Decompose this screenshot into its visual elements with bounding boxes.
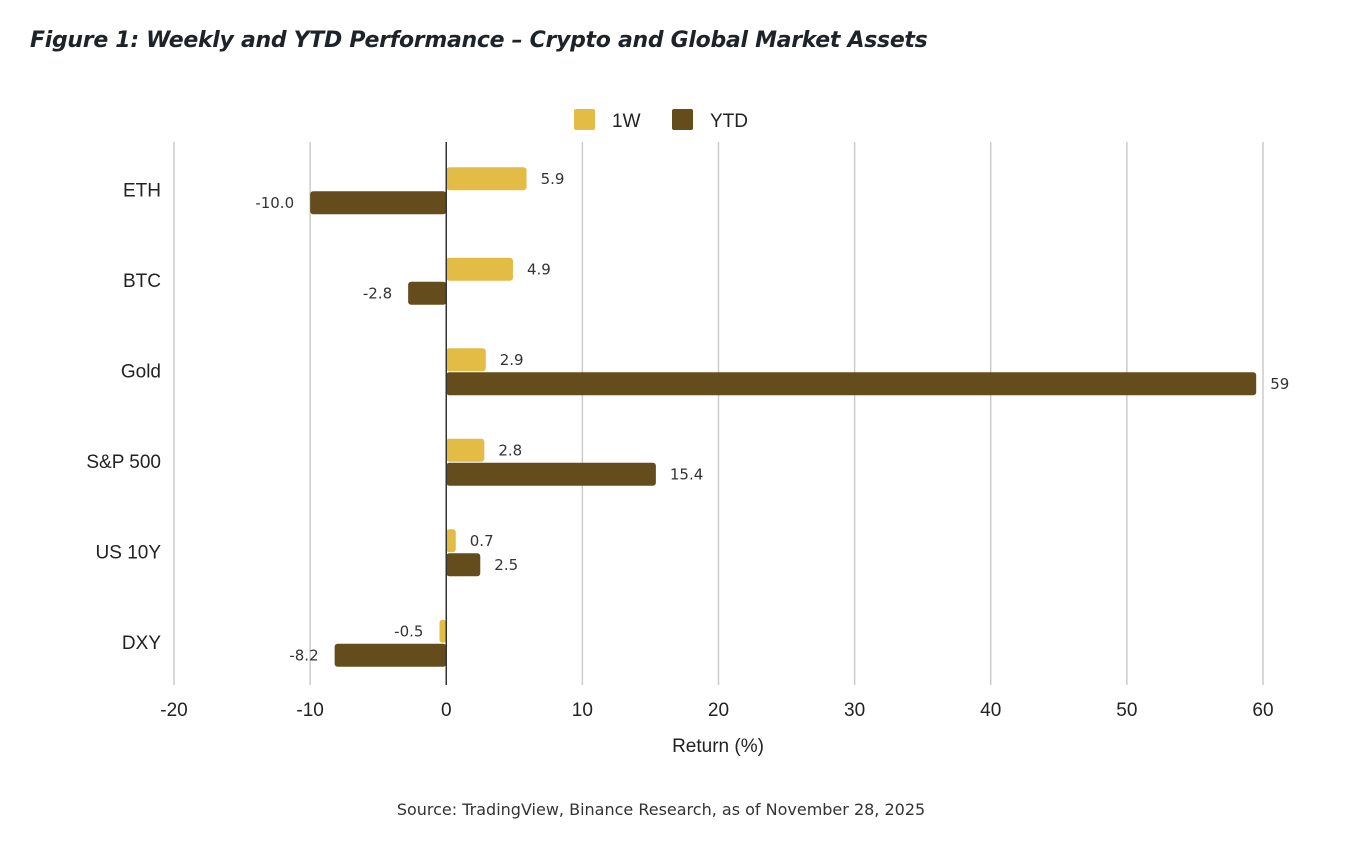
data-label: 2.5 bbox=[494, 556, 518, 574]
x-tick-label: 30 bbox=[844, 700, 865, 721]
data-label: 4.9 bbox=[527, 260, 551, 278]
category-label: Gold bbox=[121, 361, 161, 382]
data-label: -0.5 bbox=[394, 622, 423, 640]
x-tick-label: 50 bbox=[1116, 700, 1137, 721]
data-label: 2.9 bbox=[500, 351, 524, 369]
bar-ytd bbox=[446, 553, 481, 577]
bars bbox=[310, 167, 1257, 667]
x-tick-label: 40 bbox=[980, 700, 1001, 721]
legend-swatch-ytd bbox=[672, 109, 693, 130]
bar-ytd bbox=[446, 462, 656, 486]
bar-1w bbox=[446, 167, 527, 191]
legend-swatch-1w bbox=[574, 109, 595, 130]
labels: -20 -10 0 10 20 30 40 50 60 Return (%) ETH 5.9 -10.0… bbox=[86, 170, 1289, 757]
data-label: 0.7 bbox=[470, 532, 494, 550]
bar-ytd bbox=[334, 643, 447, 667]
data-label: 2.8 bbox=[498, 441, 522, 459]
bar-ytd bbox=[310, 191, 447, 215]
bar-1w bbox=[446, 348, 486, 372]
bar-ytd bbox=[408, 281, 447, 305]
legend-label: YTD bbox=[710, 111, 748, 132]
data-label: 15.4 bbox=[670, 465, 703, 483]
bar-1w bbox=[446, 529, 456, 553]
bar-1w bbox=[439, 619, 447, 643]
x-tick-label: 0 bbox=[441, 700, 452, 721]
data-label: 5.9 bbox=[541, 170, 565, 188]
category-label: S&P 500 bbox=[86, 452, 161, 473]
data-label: -10.0 bbox=[255, 194, 294, 212]
x-tick-label: 20 bbox=[708, 700, 729, 721]
x-axis-title: Return (%) bbox=[672, 736, 764, 757]
category-label: ETH bbox=[123, 180, 161, 201]
x-tick-label: -10 bbox=[296, 700, 323, 721]
data-label: -2.8 bbox=[363, 284, 392, 302]
gridlines bbox=[173, 142, 1264, 685]
bar-1w bbox=[446, 438, 485, 462]
category-label: DXY bbox=[122, 633, 161, 654]
x-tick-label: -20 bbox=[160, 700, 187, 721]
source-note: Source: TradingView, Binance Research, a… bbox=[396, 800, 926, 819]
category-label: US 10Y bbox=[96, 542, 162, 563]
legend-label: 1W bbox=[612, 111, 641, 132]
data-label: -8.2 bbox=[289, 646, 318, 664]
x-tick-label: 10 bbox=[572, 700, 593, 721]
x-tick-label: 60 bbox=[1252, 700, 1273, 721]
bar-1w bbox=[446, 257, 513, 281]
bar-ytd bbox=[446, 372, 1257, 396]
legend: 1W YTD bbox=[574, 109, 748, 132]
data-label: 59 bbox=[1270, 375, 1289, 393]
category-label: BTC bbox=[123, 271, 161, 292]
figure-title: Figure 1: Weekly and YTD Performance – C… bbox=[30, 28, 928, 53]
